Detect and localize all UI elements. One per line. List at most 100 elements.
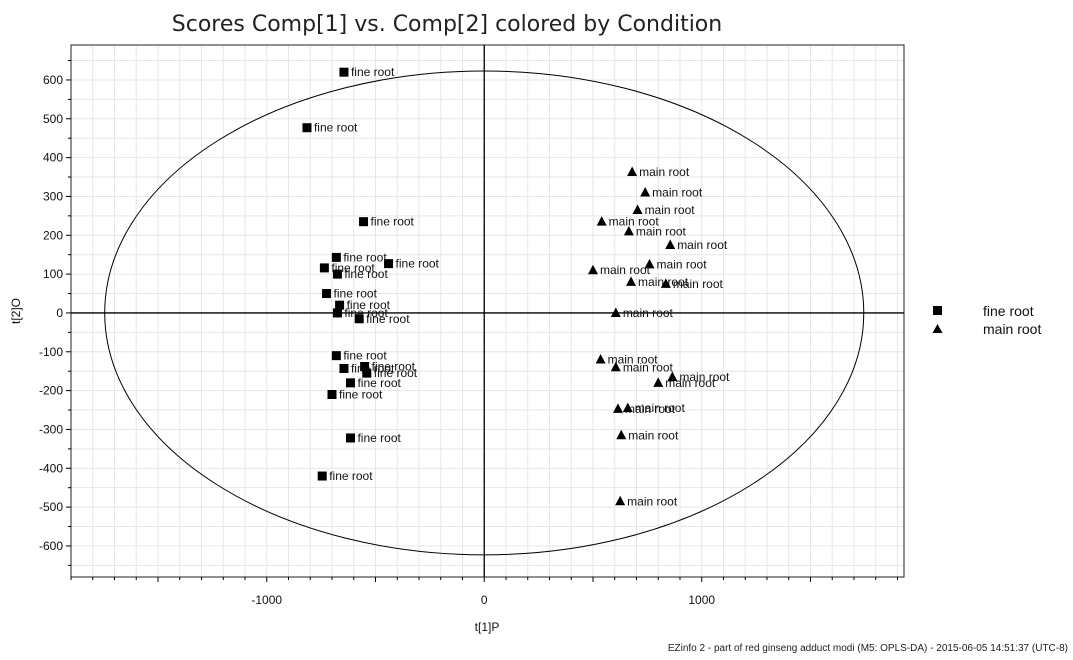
point-label: fine root — [314, 121, 358, 135]
square-marker — [384, 259, 394, 269]
point-label: main root — [625, 402, 676, 416]
y-tick-label: -100 — [39, 345, 63, 359]
point-label: main root — [623, 360, 674, 374]
point-label: main root — [677, 238, 728, 252]
plot-frame — [70, 44, 905, 578]
data-point: fine root — [362, 366, 418, 380]
point-label: fine root — [343, 349, 387, 363]
y-tick-label: 300 — [43, 189, 63, 203]
point-label: main root — [673, 277, 724, 291]
point-label: main root — [628, 428, 679, 442]
data-point: fine root — [317, 469, 373, 483]
triangle-marker — [665, 239, 676, 249]
y-axis-label: t[2]O — [9, 298, 23, 324]
y-tick-label: 500 — [43, 112, 63, 126]
point-label: fine root — [371, 215, 415, 229]
data-point: main root — [596, 215, 659, 229]
data-point: main root — [616, 428, 679, 442]
x-tick-labels: -1000 0 1000 — [251, 593, 715, 607]
point-label: main root — [679, 370, 730, 384]
square-marker — [359, 217, 369, 227]
axes — [66, 45, 904, 582]
point-label: fine root — [347, 298, 391, 312]
square-marker — [360, 362, 370, 372]
data-point: main root — [653, 376, 716, 390]
point-label: main root — [665, 376, 716, 390]
x-tick-label: -1000 — [251, 593, 282, 607]
x-axis-label: t[1]P — [475, 620, 500, 634]
data-point: fine root — [345, 431, 402, 445]
square-marker — [332, 269, 342, 279]
square-marker — [362, 368, 372, 378]
point-label: fine root — [344, 267, 388, 281]
point-label: fine root — [331, 261, 375, 275]
legend-item: fine root — [933, 303, 1034, 319]
legend-item: main root — [932, 321, 1041, 337]
data-point: fine root — [327, 387, 383, 401]
data-point: main root — [660, 277, 724, 291]
point-label: fine root — [334, 287, 378, 301]
square-marker — [331, 351, 341, 361]
legend-triangle-marker — [932, 324, 943, 333]
data-point: fine root — [335, 298, 391, 312]
triangle-marker — [667, 371, 678, 382]
data-point: fine root — [331, 349, 387, 363]
square-marker — [339, 67, 349, 77]
point-label: fine root — [374, 366, 418, 380]
legend-label: fine root — [983, 303, 1034, 319]
data-point: fine root — [354, 312, 410, 326]
point-label: fine root — [329, 469, 373, 483]
triangle-marker — [622, 402, 633, 413]
triangle-marker — [612, 403, 623, 413]
chart-title: Scores Comp[1] vs. Comp[2] colored by Co… — [172, 12, 722, 37]
point-label: main root — [638, 275, 689, 289]
square-marker — [345, 433, 355, 443]
point-label: main root — [639, 165, 690, 179]
legend-label: main root — [983, 321, 1041, 337]
y-tick-label: 400 — [43, 151, 63, 165]
square-marker — [345, 378, 355, 388]
data-point: main root — [640, 186, 703, 200]
point-label: fine root — [366, 312, 410, 326]
data-point: fine root — [319, 261, 375, 275]
x-tick-label: 0 — [481, 593, 488, 607]
point-label: main root — [652, 186, 703, 200]
data-point: fine root — [339, 65, 395, 79]
y-tick-label: 0 — [56, 306, 63, 320]
point-label: fine root — [396, 257, 440, 271]
point-label: main root — [636, 224, 687, 238]
y-tick-label: 100 — [43, 267, 63, 281]
point-label: main root — [600, 263, 651, 277]
data-point: main root — [623, 224, 687, 238]
point-label: fine root — [372, 360, 416, 374]
y-tick-label: -300 — [39, 422, 63, 436]
triangle-marker — [595, 354, 606, 364]
y-tick-label: -500 — [39, 500, 63, 514]
triangle-marker — [660, 278, 671, 288]
y-tick-label: 600 — [43, 73, 63, 87]
data-point: main root — [622, 401, 685, 415]
point-label: main root — [645, 203, 696, 217]
triangle-marker — [623, 225, 634, 236]
triangle-marker — [626, 276, 637, 286]
y-tick-label: 200 — [43, 228, 63, 242]
point-label: main root — [608, 353, 659, 367]
y-tick-label: -200 — [39, 384, 63, 398]
data-point: main root — [612, 402, 676, 416]
point-label: main root — [627, 494, 678, 508]
triangle-marker — [616, 429, 627, 440]
triangle-marker — [644, 258, 655, 269]
data-point: main root — [615, 494, 678, 508]
data-point: main root — [626, 275, 689, 289]
data-point: main root — [665, 238, 728, 252]
data-point: main root — [632, 203, 696, 217]
legend-square-marker — [933, 306, 942, 315]
y-tick-label: -400 — [39, 461, 63, 475]
point-label: fine root — [339, 387, 383, 401]
square-marker — [332, 308, 342, 318]
data-point: fine root — [322, 287, 378, 301]
square-marker — [317, 471, 327, 481]
data-point: main root — [667, 370, 730, 384]
